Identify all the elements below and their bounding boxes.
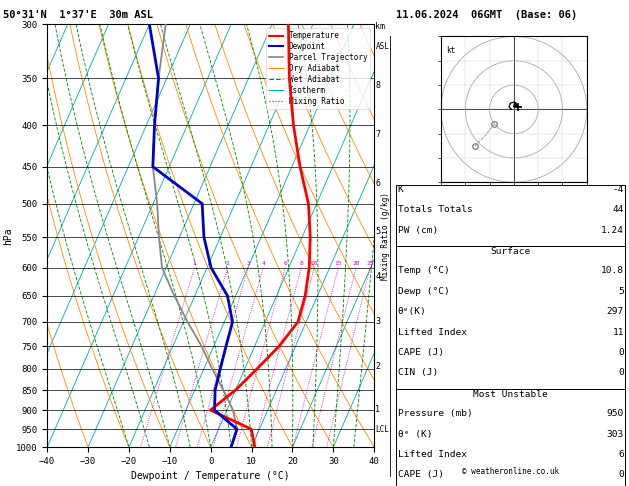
Text: LCL: LCL xyxy=(376,425,389,434)
Text: ASL: ASL xyxy=(376,42,389,52)
Text: 303: 303 xyxy=(607,430,624,439)
Y-axis label: hPa: hPa xyxy=(3,227,13,244)
Text: 1: 1 xyxy=(192,261,196,266)
Text: 11: 11 xyxy=(613,328,624,337)
Text: Lifted Index: Lifted Index xyxy=(398,328,467,337)
Text: CIN (J): CIN (J) xyxy=(398,368,438,378)
Text: PW (cm): PW (cm) xyxy=(398,226,438,235)
Text: 20: 20 xyxy=(352,261,360,266)
Text: 7: 7 xyxy=(376,130,381,139)
Text: 25: 25 xyxy=(366,261,374,266)
Text: Dewp (°C): Dewp (°C) xyxy=(398,287,449,296)
Text: 50°31'N  1°37'E  30m ASL: 50°31'N 1°37'E 30m ASL xyxy=(3,10,153,20)
Text: 2: 2 xyxy=(376,362,381,371)
Text: Most Unstable: Most Unstable xyxy=(474,390,548,399)
Text: 0: 0 xyxy=(618,368,624,378)
Text: 1.24: 1.24 xyxy=(601,226,624,235)
Text: 4: 4 xyxy=(376,273,381,281)
Text: kt: kt xyxy=(446,46,455,55)
Text: 3: 3 xyxy=(246,261,250,266)
Text: 3: 3 xyxy=(376,317,381,327)
Text: 5: 5 xyxy=(618,287,624,296)
Text: K: K xyxy=(398,185,403,194)
Text: 15: 15 xyxy=(335,261,342,266)
Text: θᵉ (K): θᵉ (K) xyxy=(398,430,432,439)
Text: 8: 8 xyxy=(376,81,381,90)
Text: 1: 1 xyxy=(376,405,381,414)
Text: 10: 10 xyxy=(311,261,318,266)
X-axis label: Dewpoint / Temperature (°C): Dewpoint / Temperature (°C) xyxy=(131,471,290,482)
Text: 10.8: 10.8 xyxy=(601,266,624,276)
Text: Mixing Ratio (g/kg): Mixing Ratio (g/kg) xyxy=(381,192,390,279)
Text: 0: 0 xyxy=(618,348,624,357)
Text: © weatheronline.co.uk: © weatheronline.co.uk xyxy=(462,467,559,476)
Text: Surface: Surface xyxy=(491,247,531,256)
Text: 11.06.2024  06GMT  (Base: 06): 11.06.2024 06GMT (Base: 06) xyxy=(396,10,577,20)
Text: 4: 4 xyxy=(261,261,265,266)
Text: θᵉ(K): θᵉ(K) xyxy=(398,307,426,316)
Text: 0: 0 xyxy=(618,470,624,480)
Text: Lifted Index: Lifted Index xyxy=(398,450,467,459)
Text: Temp (°C): Temp (°C) xyxy=(398,266,449,276)
Text: 44: 44 xyxy=(613,205,624,214)
Text: 297: 297 xyxy=(607,307,624,316)
Text: 8: 8 xyxy=(299,261,303,266)
Text: 5: 5 xyxy=(376,227,381,236)
Text: Pressure (mb): Pressure (mb) xyxy=(398,409,472,418)
Legend: Temperature, Dewpoint, Parcel Trajectory, Dry Adiabat, Wet Adiabat, Isotherm, Mi: Temperature, Dewpoint, Parcel Trajectory… xyxy=(266,28,370,109)
Text: 950: 950 xyxy=(607,409,624,418)
Text: 2: 2 xyxy=(226,261,230,266)
Text: 6: 6 xyxy=(618,450,624,459)
Text: 6: 6 xyxy=(283,261,287,266)
Text: Totals Totals: Totals Totals xyxy=(398,205,472,214)
Text: CAPE (J): CAPE (J) xyxy=(398,348,443,357)
Text: km: km xyxy=(376,22,386,31)
Text: CAPE (J): CAPE (J) xyxy=(398,470,443,480)
Text: 6: 6 xyxy=(376,179,381,188)
Text: -4: -4 xyxy=(613,185,624,194)
